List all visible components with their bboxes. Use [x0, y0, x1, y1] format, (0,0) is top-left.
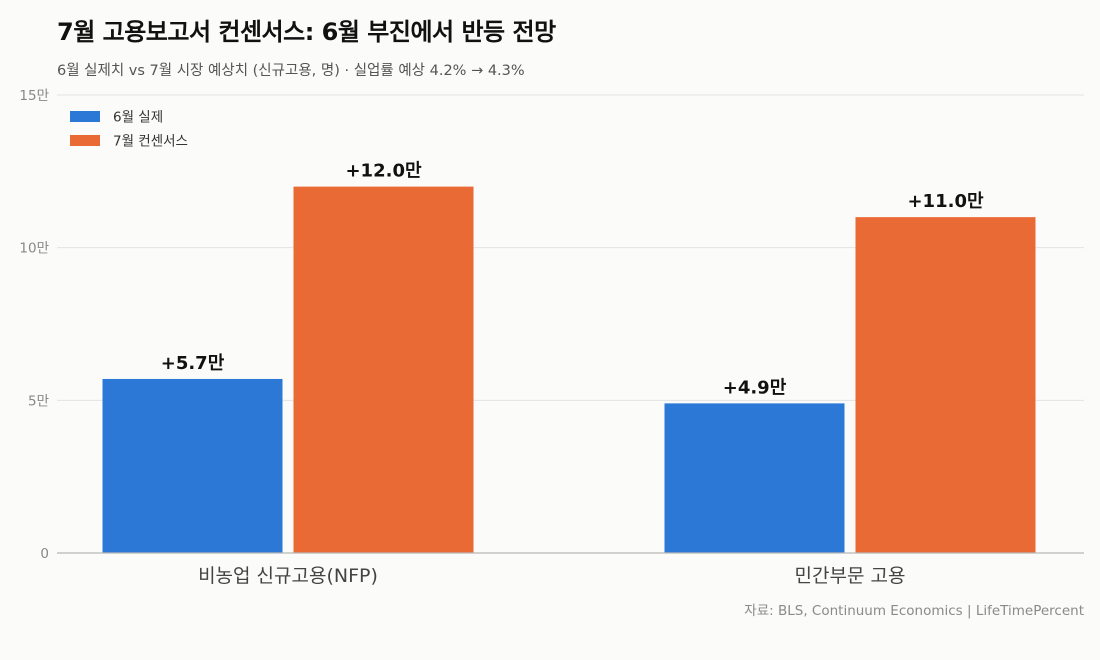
- y-tick-label: 10만: [19, 241, 49, 257]
- bar-value-label: +4.9만: [723, 377, 787, 398]
- bar-july-consensus-0: [293, 186, 474, 553]
- bar-layer: +5.7만 +12.0만 +4.9만 +11.0만: [102, 161, 1036, 553]
- bar-value-label: +11.0만: [907, 191, 983, 212]
- legend-swatch: [70, 135, 100, 146]
- source-note: 자료: BLS, Continuum Economics | LifeTimeP…: [744, 603, 1084, 619]
- y-tick-label: 5만: [28, 393, 49, 409]
- bar-july-consensus-1: [855, 217, 1036, 553]
- category-label: 민간부문 고용: [795, 565, 906, 587]
- chart-title: 7월 고용보고서 컨센서스: 6월 부진에서 반등 전망: [57, 18, 556, 46]
- legend: 6월 실제 7월 컨센서스: [70, 110, 188, 150]
- bar-june-actual-0: [102, 378, 283, 553]
- y-tick-label: 15만: [19, 88, 49, 104]
- bar-value-label: +5.7만: [161, 353, 225, 374]
- legend-label: 6월 실제: [113, 110, 163, 126]
- legend-label: 7월 컨센서스: [113, 134, 188, 150]
- category-label: 비농업 신규고용(NFP): [198, 565, 378, 587]
- bar-june-actual-1: [664, 403, 845, 553]
- chart-subtitle: 6월 실제치 vs 7월 시장 예상치 (신규고용, 명) · 실업률 예상 4…: [57, 63, 525, 79]
- bar-value-label: +12.0만: [345, 161, 421, 182]
- y-tick-label: 0: [40, 546, 49, 562]
- legend-swatch: [70, 111, 100, 122]
